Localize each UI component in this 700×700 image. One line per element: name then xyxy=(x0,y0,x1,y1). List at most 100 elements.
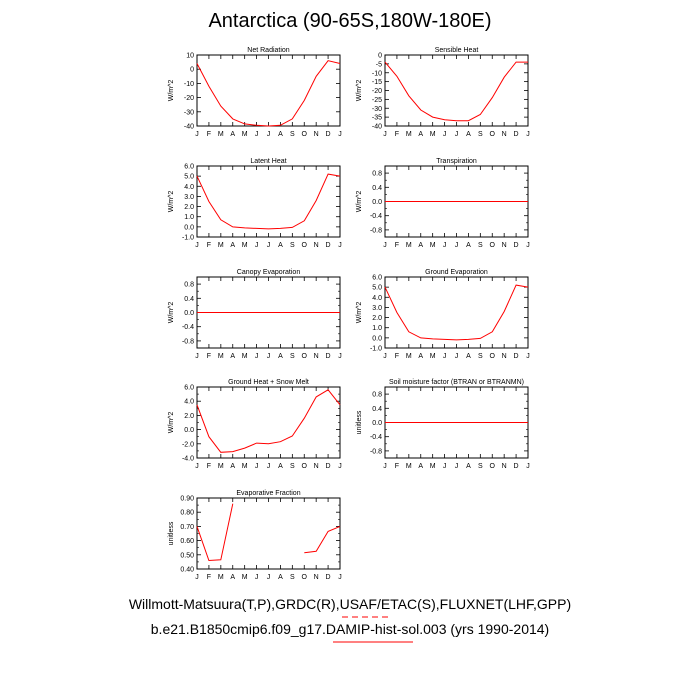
x-tick-label: M xyxy=(242,353,248,360)
series-line-evaporative-fraction-seg2 xyxy=(304,525,341,554)
x-tick-label: J xyxy=(255,463,259,470)
y-tick-label: -2.0 xyxy=(182,441,194,448)
x-tick-label: A xyxy=(466,131,471,138)
y-tick-label: -25 xyxy=(372,97,382,104)
y-tick-label: 0.90 xyxy=(180,496,194,503)
y-tick-label: 0.40 xyxy=(180,567,194,574)
x-tick-label: M xyxy=(406,131,412,138)
x-tick-label: M xyxy=(406,463,412,470)
series-line-ground-heat-snow-melt xyxy=(196,389,341,453)
y-tick-label: 10 xyxy=(186,53,194,60)
x-tick-label: A xyxy=(418,242,423,249)
y-tick-label: -0.8 xyxy=(182,338,194,345)
y-tick-label: 1.0 xyxy=(184,214,194,221)
y-tick-label: 0.70 xyxy=(180,524,194,531)
y-tick-label: -35 xyxy=(372,115,382,122)
series-line-evaporative-fraction-seg1 xyxy=(196,503,234,562)
x-tick-label: J xyxy=(267,131,271,138)
x-tick-label: J xyxy=(195,353,199,360)
y-tick-label: -0.8 xyxy=(370,448,382,455)
x-tick-label: F xyxy=(395,353,399,360)
x-tick-label: D xyxy=(514,131,519,138)
y-axis-label: unitless xyxy=(168,521,175,545)
y-tick-label: 6.0 xyxy=(184,385,194,392)
x-tick-label: J xyxy=(443,463,447,470)
x-tick-label: J xyxy=(526,242,530,249)
x-tick-label: D xyxy=(514,463,519,470)
y-tick-label: -30 xyxy=(184,109,194,116)
x-tick-label: D xyxy=(514,353,519,360)
y-tick-label: 2.0 xyxy=(372,315,382,322)
y-tick-label: -40 xyxy=(372,124,382,131)
x-tick-label: A xyxy=(418,353,423,360)
caption-case: b.e21.B1850cmip6.f09_g17.DAMIP-hist-sol.… xyxy=(150,621,550,637)
x-tick-label: A xyxy=(278,131,283,138)
x-tick-label: F xyxy=(395,131,399,138)
x-tick-label: O xyxy=(490,131,496,138)
x-tick-label: A xyxy=(278,574,283,581)
x-tick-label: J xyxy=(443,353,447,360)
x-tick-label: J xyxy=(338,463,342,470)
x-tick-label: J xyxy=(195,574,199,581)
x-tick-label: O xyxy=(490,463,496,470)
x-tick-label: J xyxy=(383,353,387,360)
x-tick-label: J xyxy=(338,242,342,249)
x-tick-label: N xyxy=(314,242,319,249)
x-tick-label: S xyxy=(478,131,483,138)
x-tick-label: J xyxy=(195,242,199,249)
panel-ground-evaporation: Ground Evaporation 6.0 5.0 4.0 3.0 2.0 1.0 0.0 -… xyxy=(356,269,530,360)
panel-title-evaporative-fraction: Evaporative Fraction xyxy=(236,490,300,497)
y-axis-label: W/m^2 xyxy=(168,412,175,434)
x-tick-label: M xyxy=(242,463,248,470)
y-tick-label: 0 xyxy=(190,67,194,74)
x-tick-label: N xyxy=(314,574,319,581)
x-tick-label: S xyxy=(290,353,295,360)
y-tick-label: 0.0 xyxy=(184,310,194,317)
x-tick-label: A xyxy=(278,463,283,470)
x-tick-label: J xyxy=(338,574,342,581)
y-tick-label: -4.0 xyxy=(182,456,194,463)
x-tick-label: N xyxy=(502,463,507,470)
series-line-latent-heat xyxy=(196,173,341,230)
x-tick-label: S xyxy=(478,242,483,249)
x-tick-label: A xyxy=(418,463,423,470)
x-tick-label: J xyxy=(255,574,259,581)
y-tick-label: 2.0 xyxy=(184,413,194,420)
y-tick-label: -0.4 xyxy=(370,434,382,441)
x-tick-label: M xyxy=(218,242,224,249)
y-tick-label: 0.0 xyxy=(184,224,194,231)
y-tick-label: 0.4 xyxy=(184,296,194,303)
x-tick-label: D xyxy=(326,574,331,581)
x-tick-label: F xyxy=(207,242,211,249)
y-tick-label: 3.0 xyxy=(372,305,382,312)
y-tick-label: -10 xyxy=(184,81,194,88)
x-tick-label: A xyxy=(230,242,235,249)
x-tick-label: A xyxy=(466,463,471,470)
panel-title-sensible-heat: Sensible Heat xyxy=(435,47,479,54)
y-tick-label: 0.8 xyxy=(372,392,382,399)
y-axis-label: W/m^2 xyxy=(168,80,175,102)
x-tick-label: A xyxy=(278,353,283,360)
y-tick-label: -0.4 xyxy=(370,213,382,220)
x-tick-label: S xyxy=(290,131,295,138)
x-tick-label: N xyxy=(314,463,319,470)
y-tick-label: 0.0 xyxy=(372,420,382,427)
x-tick-label: F xyxy=(207,131,211,138)
x-tick-label: J xyxy=(455,463,459,470)
y-tick-label: 0.4 xyxy=(372,406,382,413)
x-tick-label: J xyxy=(383,242,387,249)
y-tick-label: 4.0 xyxy=(184,399,194,406)
y-tick-label: 6.0 xyxy=(184,164,194,171)
x-tick-label: A xyxy=(230,463,235,470)
x-tick-label: J xyxy=(526,131,530,138)
x-tick-label: J xyxy=(526,353,530,360)
y-tick-label: 0.4 xyxy=(372,185,382,192)
x-tick-label: M xyxy=(242,242,248,249)
x-tick-label: D xyxy=(326,242,331,249)
y-tick-label: -20 xyxy=(184,95,194,102)
y-tick-label: 3.0 xyxy=(184,194,194,201)
